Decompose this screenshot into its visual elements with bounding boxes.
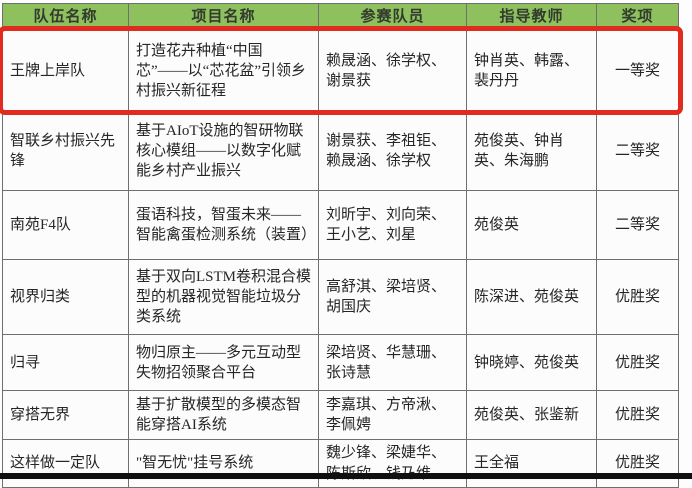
cell-project: 基于扩散模型的多模态智能穿搭AI系统 (128, 390, 319, 441)
table-row: 归寻 物归原主——多元互动型失物招领聚合平台 梁培贤、华慧珊、张诗慧 钟晓婷、苑俊英优… (2, 334, 679, 392)
cell-members: 刘昕宇、刘向荣、王小艺、刘星 (318, 190, 467, 261)
table-row: 智联乡村振兴先锋 基于AIoT设施的智研物联核心模组——以数字化赋能乡村产业振兴谢… (2, 111, 679, 192)
cell-award: 优胜奖 (596, 390, 679, 441)
header-cell-project: 项目名称 (128, 2, 319, 32)
cell-members: 梁培贤、华慧珊、张诗慧 (318, 334, 467, 392)
cell-project: 物归原主——多元互动型失物招领聚合平台 (128, 334, 319, 392)
header-row: 队伍名称 项目名称 参赛队员 指导教师 奖项 (2, 2, 679, 32)
cell-team: 穿搭无界 (2, 390, 129, 441)
header-cell-award: 奖项 (596, 2, 679, 32)
cell-members: 高舒淇、梁培贤、胡国庆 (318, 259, 467, 336)
cell-project: 基于双向LSTM卷积混合模型的机器视觉智能垃圾分类系统 (128, 259, 319, 336)
table-row: 南苑F4队 蛋语科技，智蛋未来——智能禽蛋检测系统（装置） 刘昕宇、刘向荣、王小艺、… (2, 190, 679, 261)
header-cell-teachers: 指导教师 (466, 2, 597, 32)
cell-team: 王牌上岸队 (2, 30, 129, 113)
table-row: 视界归类 基于双向LSTM卷积混合模型的机器视觉智能垃圾分类系统 高舒淇、梁培贤、胡… (2, 259, 679, 336)
cell-teachers: 苑俊英 (466, 190, 597, 261)
table-row: 王牌上岸队 打造花卉种植“中国芯”——以“芯花盆”引领乡村振兴新征程 赖晟涵、徐学权… (2, 30, 679, 113)
table-header: 队伍名称 项目名称 参赛队员 指导教师 奖项 (2, 2, 679, 32)
table-row: 穿搭无界 基于扩散模型的多模态智能穿搭AI系统 李嘉琪、方帝湫、李佩娉 苑俊英、张鉴新… (2, 390, 679, 441)
cell-team: 智联乡村振兴先锋 (2, 111, 129, 192)
cell-members: 魏少锋、梁婕华、陈斯欣、钱乃维 (318, 439, 467, 488)
cell-project: 基于AIoT设施的智研物联核心模组——以数字化赋能乡村产业振兴 (128, 111, 319, 192)
header-cell-team: 队伍名称 (2, 2, 129, 32)
cell-award: 二等奖 (596, 111, 679, 192)
cell-team: 视界归类 (2, 259, 129, 336)
header-cell-members: 参赛队员 (318, 2, 467, 32)
cell-team: 南苑F4队 (2, 190, 129, 261)
cell-award: 一等奖 (596, 30, 679, 113)
cell-award: 优胜奖 (596, 334, 679, 392)
cell-project: "智无忧"挂号系统 (128, 439, 319, 488)
cell-teachers: 王全福 (466, 439, 597, 488)
cell-award: 优胜奖 (596, 259, 679, 336)
cell-project: 打造花卉种植“中国芯”——以“芯花盆”引领乡村振兴新征程 (128, 30, 319, 113)
cell-members: 李嘉琪、方帝湫、李佩娉 (318, 390, 467, 441)
cell-teachers: 苑俊英、钟肖英、朱海鹏 (466, 111, 597, 192)
cell-award: 优胜奖 (596, 439, 679, 488)
cell-members: 谢景获、李祖钜、赖晟涵、徐学权 (318, 111, 467, 192)
cell-members: 赖晟涵、徐学权、谢景获 (318, 30, 467, 113)
cell-teachers: 陈深进、苑俊英 (466, 259, 597, 336)
cell-team: 这样做一定队 (2, 439, 129, 488)
cell-team: 归寻 (2, 334, 129, 392)
table-body: 王牌上岸队 打造花卉种植“中国芯”——以“芯花盆”引领乡村振兴新征程 赖晟涵、徐学权… (2, 30, 679, 488)
cell-teachers: 苑俊英、张鉴新 (466, 390, 597, 441)
awards-table: 队伍名称 项目名称 参赛队员 指导教师 奖项 王牌上岸队 打造花卉种植“中国芯”—… (2, 2, 679, 488)
cell-teachers: 钟肖英、韩露、裴丹丹 (466, 30, 597, 113)
bottom-divider-bar (0, 473, 692, 479)
cell-award: 二等奖 (596, 190, 679, 261)
cell-project: 蛋语科技，智蛋未来——智能禽蛋检测系统（装置） (128, 190, 319, 261)
cell-teachers: 钟晓婷、苑俊英 (466, 334, 597, 392)
